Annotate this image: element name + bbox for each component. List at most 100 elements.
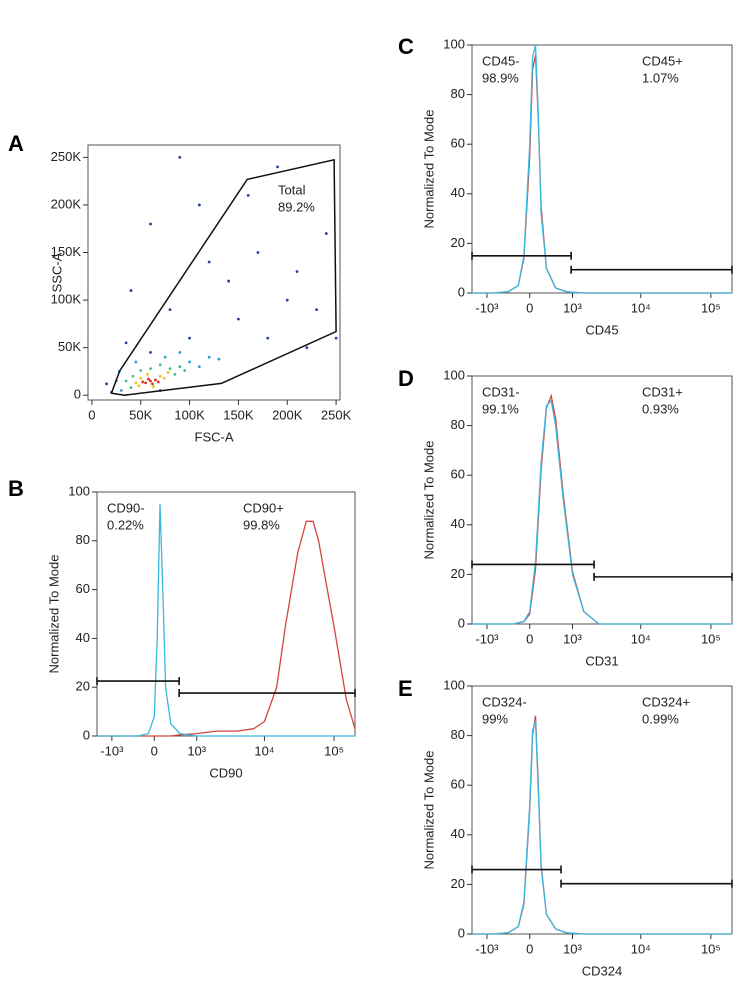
- event-dot: [137, 384, 141, 388]
- event-dot: [178, 155, 182, 159]
- x-axis-title: CD45: [585, 322, 618, 337]
- event-dot: [207, 260, 211, 264]
- x-tick-label: 10⁴: [631, 941, 651, 956]
- event-dot: [149, 351, 152, 354]
- event-dot: [207, 355, 211, 359]
- gate-bar: [471, 560, 595, 569]
- y-tick-label: 20: [451, 566, 465, 581]
- histogram-line: [472, 399, 732, 625]
- event-dot: [158, 374, 162, 378]
- x-tick-label: 10⁴: [631, 300, 651, 315]
- y-tick-label: 0: [74, 387, 81, 402]
- x-tick-label: 200K: [272, 407, 303, 422]
- y-tick-label: 60: [76, 581, 90, 596]
- event-dot: [178, 365, 182, 369]
- gate-name: CD324-: [482, 694, 527, 709]
- y-tick-label: 100: [68, 483, 90, 498]
- y-tick-label: 100K: [51, 292, 82, 307]
- event-dot: [197, 365, 201, 369]
- gate-percent: 98.9%: [482, 70, 519, 85]
- event-dot: [151, 382, 154, 386]
- event-dot: [139, 369, 143, 372]
- x-axis-title: FSC-A: [195, 429, 234, 444]
- y-tick-label: 40: [451, 516, 465, 531]
- event-dot: [146, 372, 149, 376]
- event-dot: [134, 360, 138, 364]
- gate-bar: [96, 677, 180, 686]
- gate-bar: [560, 879, 733, 888]
- event-dot: [149, 379, 152, 383]
- y-tick-label: 0: [458, 925, 465, 940]
- x-axis-title: CD324: [582, 963, 622, 978]
- y-tick-label: 40: [76, 630, 90, 645]
- x-tick-label: 0: [526, 941, 533, 956]
- x-tick-label: 10⁴: [631, 631, 651, 646]
- event-dot: [237, 317, 240, 321]
- event-dot: [188, 360, 191, 364]
- event-dot: [266, 336, 270, 340]
- x-tick-label: -10³: [475, 300, 499, 315]
- y-axis-title: Normalized To Mode: [421, 110, 436, 229]
- y-tick-label: 100: [443, 367, 465, 382]
- event-dot: [173, 372, 177, 376]
- event-dot: [295, 270, 299, 273]
- gate-polygon: [110, 158, 337, 396]
- y-tick-label: 80: [451, 727, 465, 742]
- gate-bar: [471, 865, 562, 874]
- event-dot: [152, 385, 155, 389]
- event-dot: [158, 363, 162, 367]
- y-tick-label: 200K: [51, 196, 82, 211]
- gate-name: CD324+: [642, 694, 690, 709]
- y-tick-label: 40: [451, 185, 465, 200]
- y-tick-label: 60: [451, 467, 465, 482]
- gate-name: CD31+: [642, 384, 683, 399]
- event-dot: [227, 279, 231, 283]
- histogram-line: [97, 504, 355, 737]
- histogram-line: [472, 44, 732, 294]
- event-dot: [124, 341, 128, 345]
- gate-bar: [178, 689, 356, 698]
- gate-bar: [570, 265, 733, 274]
- x-tick-label: 10⁵: [701, 631, 721, 646]
- gate-name: CD90-: [107, 500, 145, 515]
- histogram-line: [472, 720, 732, 935]
- gate-percent: 0.93%: [642, 401, 679, 416]
- event-dot: [178, 351, 182, 354]
- y-axis-title: Normalized To Mode: [46, 555, 61, 674]
- event-dot: [166, 371, 170, 374]
- x-tick-label: 250K: [321, 407, 352, 422]
- panel-letter: B: [8, 476, 24, 501]
- y-tick-label: 80: [451, 86, 465, 101]
- event-dot: [156, 380, 160, 384]
- y-tick-label: 20: [451, 876, 465, 891]
- x-tick-label: 10⁴: [254, 743, 274, 758]
- event-dot: [162, 376, 166, 380]
- x-axis-title: CD90: [209, 765, 242, 780]
- y-tick-label: 150K: [51, 244, 82, 259]
- event-dot: [256, 251, 260, 254]
- event-dot: [276, 165, 279, 169]
- x-tick-label: 10³: [563, 941, 582, 956]
- gate-percent: 99.1%: [482, 401, 519, 416]
- event-dot: [305, 346, 309, 350]
- event-dot: [149, 222, 152, 226]
- y-tick-label: 80: [76, 532, 90, 547]
- gate-name: CD45-: [482, 53, 520, 68]
- y-tick-label: 60: [451, 777, 465, 792]
- gate-percent: 1.07%: [642, 70, 679, 85]
- event-dot: [334, 336, 338, 340]
- event-dot: [124, 379, 128, 383]
- gate-percent: 89.2%: [278, 199, 315, 214]
- y-tick-label: 60: [451, 136, 465, 151]
- event-dot: [144, 381, 148, 385]
- y-tick-label: 0: [458, 615, 465, 630]
- x-tick-label: 100K: [174, 407, 205, 422]
- event-dot: [246, 194, 250, 197]
- event-dot: [324, 232, 328, 235]
- x-tick-label: 0: [88, 407, 95, 422]
- plot-frame: [471, 685, 733, 935]
- event-dot: [285, 298, 289, 302]
- event-dot: [315, 308, 318, 312]
- y-tick-label: 0: [458, 284, 465, 299]
